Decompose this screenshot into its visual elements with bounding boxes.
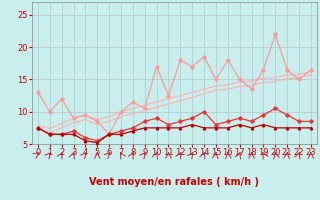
- X-axis label: Vent moyen/en rafales ( km/h ): Vent moyen/en rafales ( km/h ): [89, 177, 260, 187]
